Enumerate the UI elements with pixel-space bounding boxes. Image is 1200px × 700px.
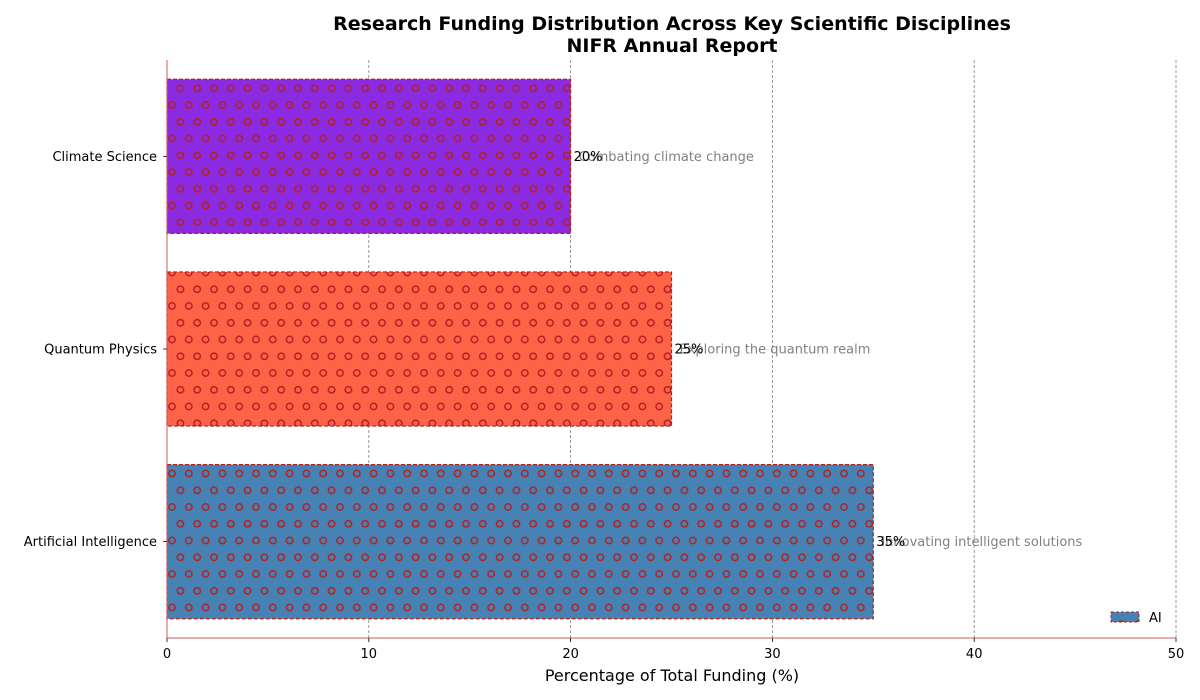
chart-subtitle: NIFR Annual Report xyxy=(566,35,777,57)
bar-hatch xyxy=(166,78,572,235)
y-tick-label: Quantum Physics xyxy=(44,343,157,358)
axes: Artificial Intelligence Quantum Physics Cl… xyxy=(24,60,1185,662)
y-tick-label: Artificial Intelligence xyxy=(24,535,157,550)
chart-title: Research Funding Distribution Across Key… xyxy=(333,13,1011,35)
legend: AI xyxy=(1110,611,1162,626)
bar-hatch xyxy=(166,464,874,620)
x-tick-label: 10 xyxy=(361,647,378,662)
legend-swatch-hatch xyxy=(1110,611,1140,623)
x-tick-label: 50 xyxy=(1168,647,1185,662)
x-axis-label: Percentage of Total Funding (%) xyxy=(545,666,799,685)
x-tick-label: 40 xyxy=(966,647,983,662)
x-tick-label: 0 xyxy=(163,647,171,662)
bars xyxy=(166,78,874,620)
bar-value-label: 25% xyxy=(675,343,704,358)
bar-hatch xyxy=(166,271,673,427)
bar-annotation: Exploring the quantum realm xyxy=(680,343,871,358)
bar-annotation: Innovating intelligent solutions xyxy=(881,535,1082,550)
bar-value-label: 35% xyxy=(876,535,905,550)
legend-label: AI xyxy=(1149,611,1162,626)
x-tick-label: 20 xyxy=(562,647,579,662)
y-tick-label: Climate Science xyxy=(52,150,157,165)
bar-value-label: 20% xyxy=(574,150,603,165)
x-tick-label: 30 xyxy=(764,647,781,662)
bar-annotation: Combating climate change xyxy=(579,150,754,165)
